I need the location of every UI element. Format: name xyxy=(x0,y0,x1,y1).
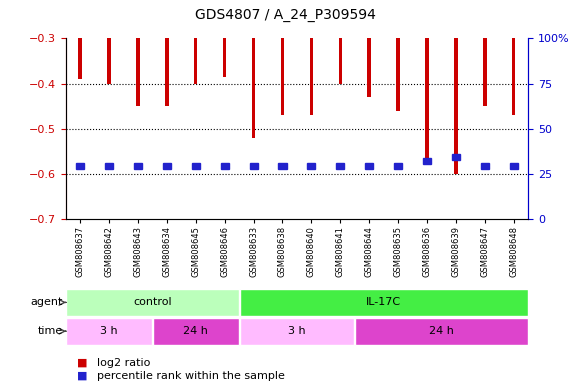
Bar xyxy=(483,38,486,106)
Bar xyxy=(355,318,528,345)
Text: percentile rank within the sample: percentile rank within the sample xyxy=(97,371,285,381)
Bar xyxy=(481,163,489,169)
Bar xyxy=(107,38,111,84)
Bar xyxy=(153,318,239,345)
Bar xyxy=(76,163,84,169)
Text: IL-17C: IL-17C xyxy=(366,297,401,308)
Bar xyxy=(240,318,354,345)
Bar xyxy=(163,163,171,169)
Bar xyxy=(66,289,239,316)
Bar xyxy=(252,38,255,138)
Text: 24 h: 24 h xyxy=(429,326,454,336)
Bar xyxy=(105,163,113,169)
Bar xyxy=(394,163,402,169)
Bar xyxy=(250,163,258,169)
Bar xyxy=(452,154,460,159)
Text: ■: ■ xyxy=(77,371,87,381)
Bar xyxy=(281,38,284,115)
Bar xyxy=(425,38,429,158)
Text: log2 ratio: log2 ratio xyxy=(97,358,150,368)
Bar xyxy=(309,38,313,115)
Bar xyxy=(512,38,516,115)
Bar xyxy=(194,38,198,84)
Bar xyxy=(510,163,518,169)
Bar xyxy=(339,38,342,84)
Bar xyxy=(136,38,140,106)
Text: control: control xyxy=(133,297,172,308)
Bar xyxy=(307,163,315,169)
Text: 3 h: 3 h xyxy=(288,326,305,336)
Bar xyxy=(66,318,152,345)
Bar xyxy=(192,163,200,169)
Text: ■: ■ xyxy=(77,358,87,368)
Bar xyxy=(78,38,82,79)
Bar xyxy=(165,38,168,106)
Bar xyxy=(423,158,431,164)
Bar xyxy=(279,163,287,169)
Bar xyxy=(223,38,226,77)
Text: 3 h: 3 h xyxy=(100,326,118,336)
Bar xyxy=(336,163,344,169)
Bar xyxy=(396,38,400,111)
Bar xyxy=(368,38,371,97)
Text: GDS4807 / A_24_P309594: GDS4807 / A_24_P309594 xyxy=(195,8,376,22)
Text: agent: agent xyxy=(30,297,63,308)
Bar xyxy=(454,38,457,174)
Bar xyxy=(134,163,142,169)
Bar xyxy=(240,289,528,316)
Bar xyxy=(365,163,373,169)
Bar xyxy=(220,163,229,169)
Text: time: time xyxy=(38,326,63,336)
Text: 24 h: 24 h xyxy=(183,326,208,336)
